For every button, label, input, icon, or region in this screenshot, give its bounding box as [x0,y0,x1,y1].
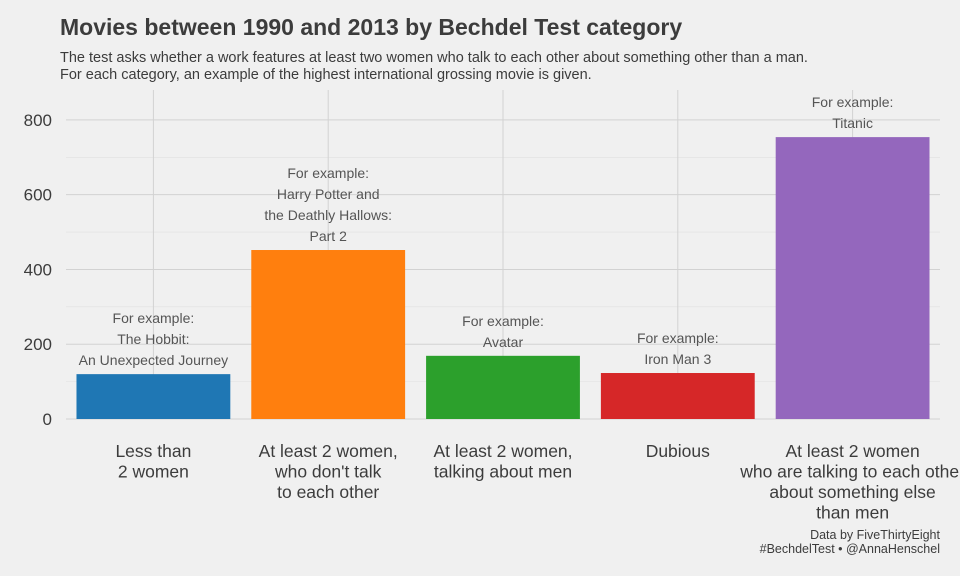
y-tick-label: 200 [24,335,52,354]
chart-subtitle-line-1: The test asks whether a work features at… [60,50,808,66]
x-tick-label: talking about men [434,462,572,482]
x-tick-label: about something else [769,482,935,502]
bar-annotation: The Hobbit: [117,331,189,347]
x-tick-label: to each other [277,482,379,502]
x-tick-label: who are talking to each other [739,462,960,482]
bar [600,373,755,419]
x-tick-label: At least 2 women, [259,441,398,461]
x-tick-label: Less than [115,441,191,461]
bar-annotation: An Unexpected Journey [79,352,228,368]
y-tick-label: 800 [24,111,52,130]
x-tick-label: At least 2 women, [433,441,572,461]
x-tick-label: who don't talk [274,462,382,482]
bar-annotation: Iron Man 3 [644,351,711,367]
y-tick-label: 600 [24,186,52,205]
bar-annotation: For example: [812,94,894,110]
bar-annotation: For example: [462,313,544,329]
chart-title: Movies between 1990 and 2013 by Bechdel … [60,14,683,40]
bar-annotation: For example: [637,330,719,346]
x-tick-label: 2 women [118,462,189,482]
bar-annotation: For example: [287,165,369,181]
y-tick-label: 0 [43,410,52,429]
bar-annotation: Part 2 [310,228,348,244]
chart-subtitle-line-2: For each category, an example of the hig… [60,67,592,83]
bar [426,355,580,419]
bar-annotation: Harry Potter and [277,186,380,202]
data-source-caption: Data by FiveThirtyEight [810,528,940,542]
x-tick-label: Dubious [646,441,710,461]
bar [775,137,930,419]
bar-annotation: the Deathly Hallows: [264,207,392,223]
bar [76,374,231,419]
y-tick-label: 400 [24,260,52,279]
author-caption: #BechdelTest • @AnnaHenschel [759,542,940,556]
x-tick-label: At least 2 women [785,441,919,461]
bar-annotation: Avatar [483,334,524,350]
bar-annotation: Titanic [832,115,873,131]
x-tick-label: than men [816,503,889,523]
bar-annotation: For example: [113,310,195,326]
bar [251,250,406,419]
